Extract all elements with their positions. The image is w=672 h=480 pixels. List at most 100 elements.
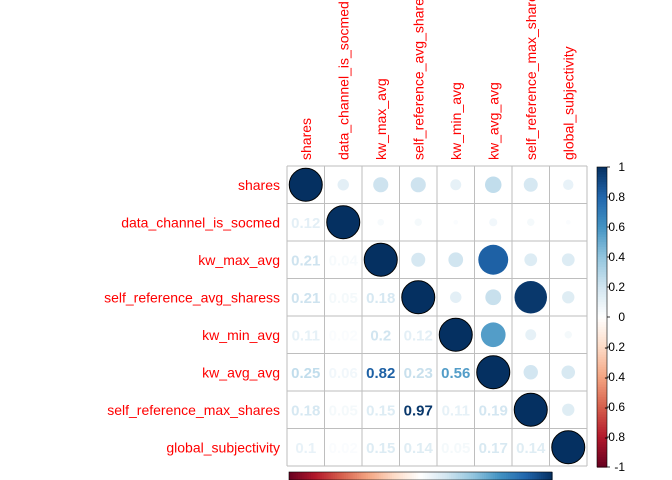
matrix-grid xyxy=(286,165,588,467)
bottom-colorbar-segment xyxy=(497,472,500,480)
bottom-colorbar-segment xyxy=(387,472,391,480)
bottom-colorbar-segment xyxy=(422,472,426,480)
colorbar-segment xyxy=(597,297,607,301)
colorbar-segment xyxy=(597,459,607,463)
colorbar-segment xyxy=(597,192,607,196)
colorbar-segment xyxy=(597,452,607,456)
correlation-circle xyxy=(551,430,586,465)
bottom-colorbar-segment xyxy=(413,472,417,480)
correlation-value: 0.19 xyxy=(479,402,508,419)
bottom-colorbar-segment xyxy=(308,472,312,480)
colorbar-segment xyxy=(597,414,607,418)
bottom-colorbar-segment xyxy=(324,472,327,480)
bottom-colorbar-segment xyxy=(339,472,343,480)
correlation-circle xyxy=(485,176,502,193)
colorbar-segment xyxy=(597,362,607,366)
colorbar-segment xyxy=(597,427,607,431)
colorbar-segment xyxy=(597,354,607,358)
colorbar-segment xyxy=(597,197,607,201)
correlation-value: 0.15 xyxy=(366,402,395,419)
correlation-value: 0.11 xyxy=(292,327,320,344)
colorbar-tick-label: -0.4 xyxy=(604,370,625,384)
colorbar-segment xyxy=(597,374,607,378)
bottom-colorbar-segment xyxy=(405,472,408,480)
bottom-colorbar-segment xyxy=(363,472,367,480)
colorbar-segment xyxy=(597,249,607,253)
colorbar-segment xyxy=(597,294,607,298)
colorbar: 1 0.8 0.6 0.4 0.2 0 -0.2 -0.4 -0.6 -0.8 -1 xyxy=(596,160,625,474)
bottom-colorbar-segment xyxy=(527,472,531,480)
correlation-value: 0.14 xyxy=(516,440,546,457)
bottom-colorbar-segment xyxy=(543,472,547,480)
bottom-colorbar-segment xyxy=(512,472,516,480)
bottom-colorbar-segment xyxy=(475,472,479,480)
bottom-colorbar-segment xyxy=(459,472,463,480)
colorbar-segment xyxy=(597,347,607,351)
colorbar-tick-label: 0.2 xyxy=(608,280,625,294)
correlation-circle xyxy=(523,365,538,380)
colorbar-tick-label: 0.8 xyxy=(608,190,625,204)
colorbar-segment xyxy=(597,399,607,403)
bottom-colorbar-segment xyxy=(385,472,389,480)
colorbar-segment xyxy=(597,432,607,436)
colorbar-segment xyxy=(597,382,607,386)
bottom-colorbar-segment xyxy=(361,472,365,480)
column-label: kw_max_avg xyxy=(373,78,389,160)
correlation-value: 0.06 xyxy=(329,365,358,382)
row-label: kw_avg_avg xyxy=(202,364,280,380)
correlation-circle xyxy=(414,218,422,226)
colorbar-segment xyxy=(597,339,607,343)
bottom-colorbar-segment xyxy=(315,472,319,480)
colorbar-segment xyxy=(597,464,607,468)
bottom-colorbar-segment xyxy=(438,472,441,480)
correlation-circle xyxy=(523,177,538,192)
bottom-colorbar-segment xyxy=(420,472,424,480)
correlation-circle xyxy=(438,317,473,352)
bottom-colorbar-segment xyxy=(444,472,448,480)
bottom-colorbar-segment xyxy=(383,472,387,480)
correlation-value: 0.56 xyxy=(441,365,470,382)
colorbar-segment xyxy=(597,367,607,371)
bottom-colorbar-segment xyxy=(488,472,492,480)
colorbar-segment xyxy=(597,262,607,266)
colorbar-segment xyxy=(597,324,607,328)
bottom-colorbar-segment xyxy=(424,472,428,480)
bottom-colorbar-segment xyxy=(374,472,378,480)
bottom-colorbar-segment xyxy=(321,472,325,480)
colorbar-segment xyxy=(597,309,607,313)
colorbar-segment xyxy=(597,217,607,221)
colorbar-segment xyxy=(597,252,607,256)
colorbar-segment xyxy=(597,319,607,323)
bottom-colorbar xyxy=(288,471,553,480)
colorbar-tick-label: 1 xyxy=(618,160,625,174)
colorbar-segment xyxy=(597,212,607,216)
bottom-colorbar-segment xyxy=(492,472,496,480)
colorbar-segment xyxy=(597,302,607,306)
bottom-colorbar-segment xyxy=(394,472,397,480)
colorbar-segment xyxy=(597,332,607,336)
bottom-colorbar-segment xyxy=(484,472,487,480)
bottom-colorbar-segment xyxy=(310,472,314,480)
colorbar-segment xyxy=(597,402,607,406)
bottom-colorbar-segment xyxy=(365,472,369,480)
bottom-colorbar-segment xyxy=(348,472,351,480)
bottom-colorbar-segment xyxy=(538,472,542,480)
bottom-colorbar-segment xyxy=(446,472,450,480)
colorbar-segment xyxy=(597,377,607,381)
colorbar-segment xyxy=(597,172,607,176)
colorbar-segment xyxy=(597,369,607,373)
bottom-colorbar-segment xyxy=(295,472,299,480)
colorbar-segment xyxy=(597,364,607,368)
colorbar-segment xyxy=(597,327,607,331)
bottom-colorbar-segment xyxy=(451,472,454,480)
colorbar-segment xyxy=(597,284,607,288)
bottom-colorbar-frame xyxy=(288,471,553,480)
correlation-circle xyxy=(561,365,576,380)
row-labels: shares data_channel_is_socmed kw_max_avgse… xyxy=(104,177,280,456)
colorbar-segment xyxy=(597,277,607,281)
correlation-circle xyxy=(562,403,575,416)
row-label: global_subjectivity xyxy=(166,439,280,455)
row-label: shares xyxy=(238,177,280,193)
bottom-colorbar-segment xyxy=(477,472,481,480)
bottom-colorbar-segment xyxy=(549,472,553,480)
